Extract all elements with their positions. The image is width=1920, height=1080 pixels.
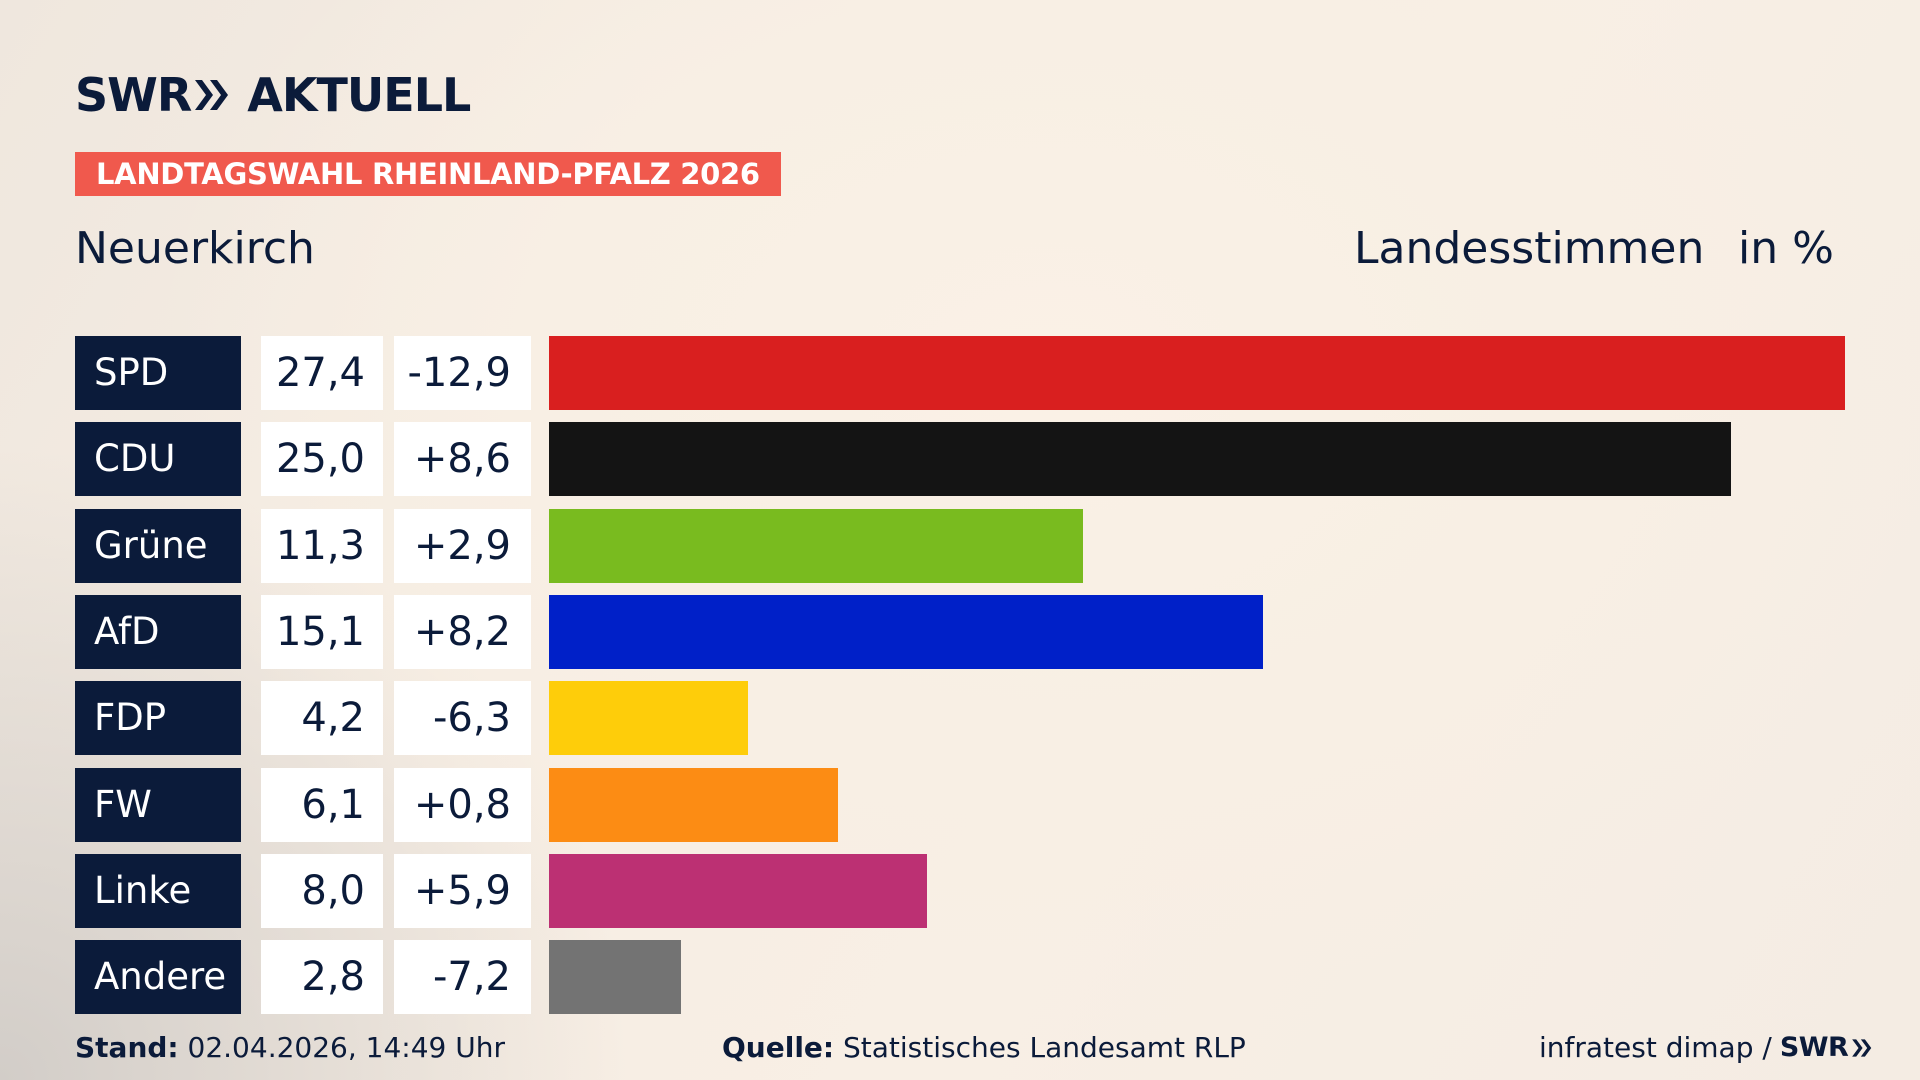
vote-change-value: +5,9 [394, 854, 531, 928]
stand-label: Stand: [75, 1031, 179, 1064]
party-label: FW [75, 768, 241, 842]
result-row-gruene: Grüne 11,3 +2,9 [0, 509, 1920, 583]
party-label: SPD [75, 336, 241, 410]
footer-source: Quelle: Statistisches Landesamt RLP [722, 1030, 1246, 1066]
party-label: AfD [75, 595, 241, 669]
vote-share-value: 11,3 [261, 509, 383, 583]
credit-text: infratest dimap / [1539, 1031, 1772, 1064]
vote-change-value: +2,9 [394, 509, 531, 583]
vote-share-value: 8,0 [261, 854, 383, 928]
vote-share-value: 4,2 [261, 681, 383, 755]
source-value: Statistisches Landesamt RLP [843, 1031, 1246, 1064]
result-row-afd: AfD 15,1 +8,2 [0, 595, 1920, 669]
result-row-cdu: CDU 25,0 +8,6 [0, 422, 1920, 496]
vote-share-value: 6,1 [261, 768, 383, 842]
election-badge: LANDTAGSWAHL RHEINLAND-PFALZ 2026 [75, 152, 781, 196]
unit-label: in % [1738, 223, 1834, 274]
swr-aktuell-logo: SWR AKTUELL [75, 68, 471, 122]
place-title: Neuerkirch [75, 223, 315, 274]
vote-share-value: 2,8 [261, 940, 383, 1014]
vote-change-value: -7,2 [394, 940, 531, 1014]
vote-change-value: -12,9 [394, 336, 531, 410]
source-label: Quelle: [722, 1031, 835, 1064]
party-label: CDU [75, 422, 241, 496]
vote-share-value: 25,0 [261, 422, 383, 496]
party-label: Linke [75, 854, 241, 928]
vote-share-value: 15,1 [261, 595, 383, 669]
party-label: Grüne [75, 509, 241, 583]
vote-change-value: +0,8 [394, 768, 531, 842]
result-row-linke: Linke 8,0 +5,9 [0, 854, 1920, 928]
vote-change-value: -6,3 [394, 681, 531, 755]
stand-value: 02.04.2026, 14:49 Uhr [187, 1031, 505, 1064]
party-label: FDP [75, 681, 241, 755]
footer-credit: infratest dimap / SWR [1539, 1030, 1873, 1066]
footer-stand: Stand: 02.04.2026, 14:49 Uhr [75, 1030, 505, 1066]
result-row-andere: Andere 2,8 -7,2 [0, 940, 1920, 1014]
party-label: Andere [75, 940, 241, 1014]
vote-change-value: +8,2 [394, 595, 531, 669]
double-chevron-icon [195, 80, 229, 110]
vote-share-value: 27,4 [261, 336, 383, 410]
result-row-fw: FW 6,1 +0,8 [0, 768, 1920, 842]
double-chevron-small-icon [1852, 1039, 1872, 1057]
vote-change-value: +8,6 [394, 422, 531, 496]
brand-product: AKTUELL [247, 68, 471, 122]
brand-name: SWR [75, 68, 192, 122]
swr-small-logo: SWR [1780, 1030, 1874, 1066]
result-row-fdp: FDP 4,2 -6,3 [0, 681, 1920, 755]
measure-label: Landesstimmen [1354, 223, 1705, 274]
credit-brand: SWR [1779, 1032, 1849, 1063]
result-row-spd: SPD 27,4 -12,9 [0, 336, 1920, 410]
